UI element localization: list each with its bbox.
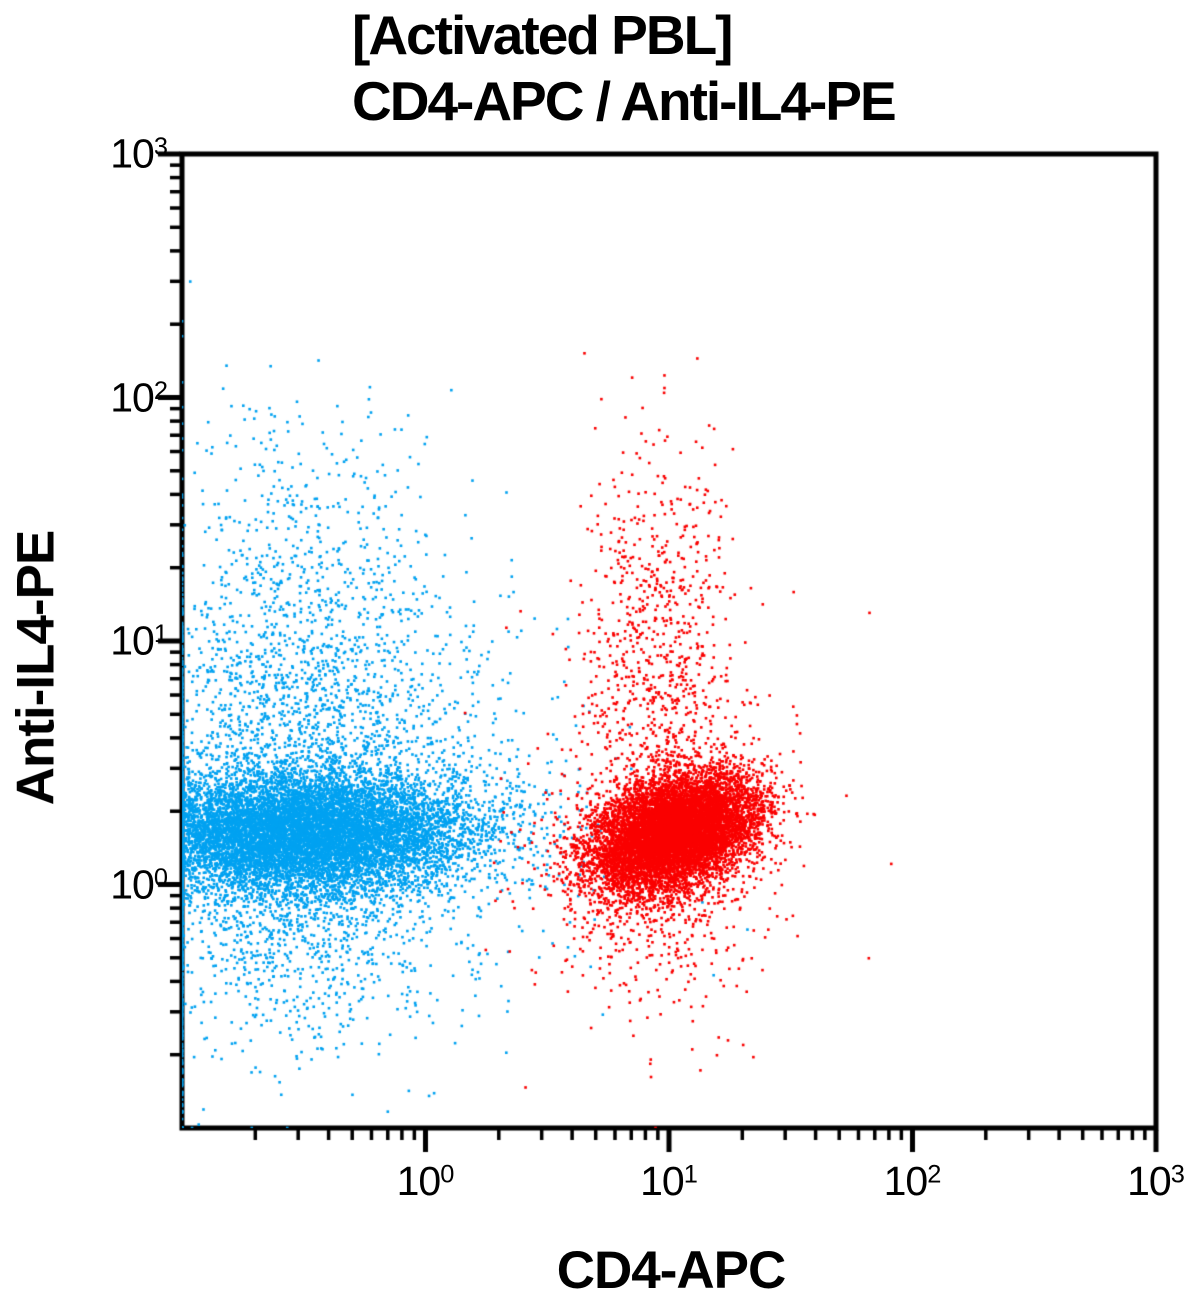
y-axis-tick-label: 101 [110, 617, 168, 664]
x-axis-tick-label: 100 [396, 1158, 455, 1204]
chart-title: [Activated PBL] CD4-APC / Anti-IL4-PE [352, 2, 897, 134]
x-axis-tick-label: 101 [640, 1158, 698, 1204]
chart-title-line1: [Activated PBL] [352, 4, 733, 66]
x-axis-tick-label: 102 [883, 1158, 942, 1204]
x-axis-label: CD4-APC [556, 1241, 787, 1300]
y-axis-label: Anti-IL4-PE [6, 530, 66, 806]
y-axis-tick-label: 103 [110, 130, 168, 177]
y-axis-tick-label: 102 [110, 374, 168, 420]
y-axis-tick-label: 100 [110, 861, 168, 907]
x-axis-tick-label: 103 [1127, 1158, 1185, 1204]
chart-title-line2: CD4-APC / Anti-IL4-PE [352, 70, 897, 132]
